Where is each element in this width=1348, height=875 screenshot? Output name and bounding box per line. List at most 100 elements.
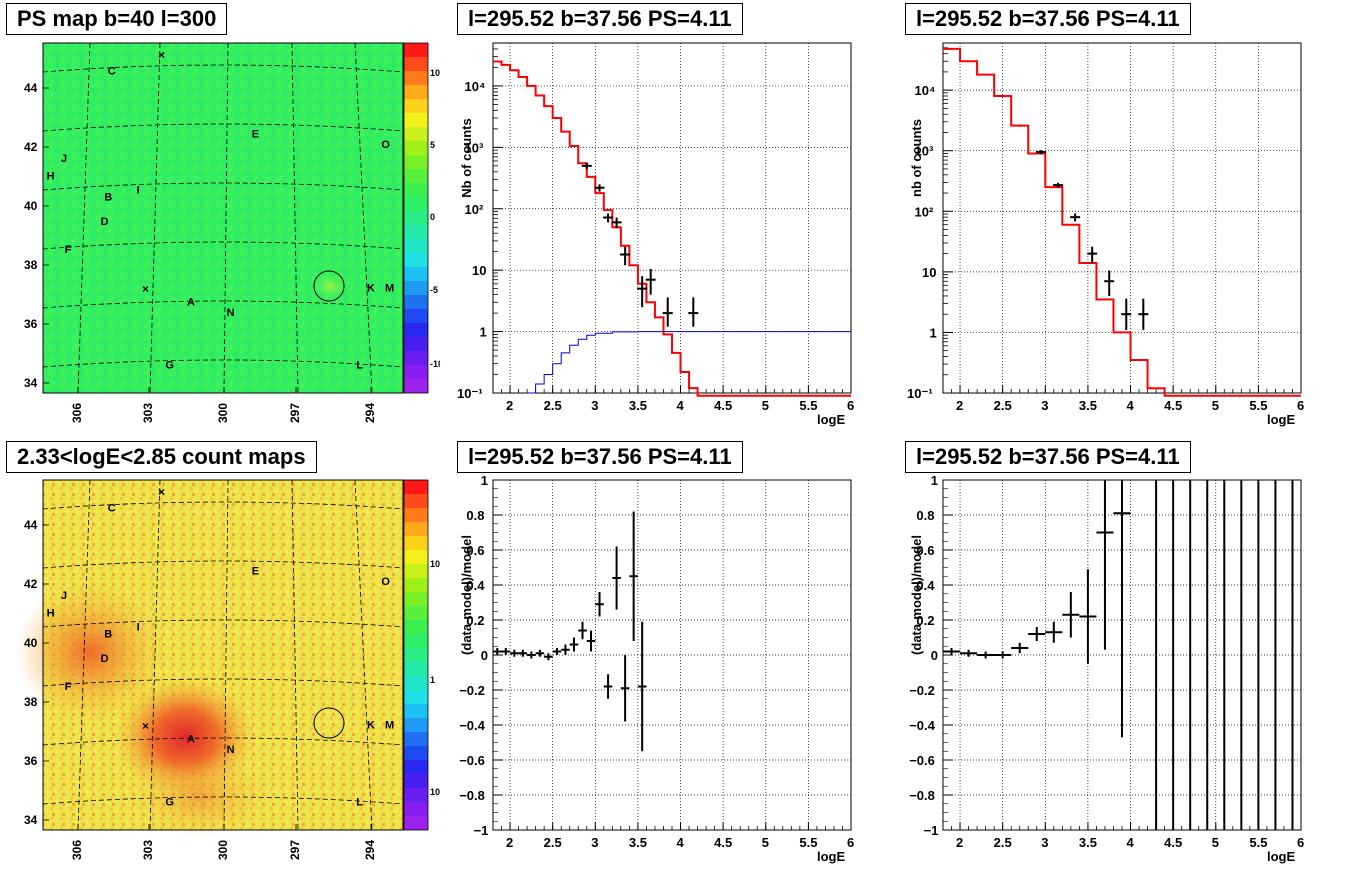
ps-map-title: PS map b=40 l=300	[6, 3, 228, 35]
source-label-k: K	[367, 283, 375, 295]
y-tick-label: −1	[474, 823, 489, 838]
residual-point	[527, 651, 536, 659]
y-tick-label: 0.8	[916, 508, 934, 523]
lat-tick-label: 40	[24, 636, 38, 650]
lat-tick-label: 38	[24, 695, 38, 709]
x-tick-label: 4	[1127, 398, 1135, 413]
y-tick-label: 0.8	[466, 508, 484, 523]
spectrum-top-right-title: l=295.52 b=37.56 PS=4.11	[905, 3, 1191, 35]
x-tick-label: 2.5	[994, 398, 1012, 413]
data-point	[1053, 182, 1064, 188]
lon-tick-label: 297	[288, 403, 302, 423]
source-label-l: L	[356, 797, 363, 809]
y-tick-label: 0.4	[466, 578, 485, 593]
residual-point	[518, 649, 528, 657]
data-point	[1104, 270, 1115, 296]
x-axis-label: logE	[1267, 412, 1295, 427]
ps-map-colorbar-ticks: 10 5 0 -5 -10	[430, 68, 440, 369]
data-point	[611, 217, 622, 229]
x-tick-label: 5.5	[799, 835, 817, 850]
residual-point	[629, 511, 638, 641]
lon-tick-label: 294	[363, 840, 377, 860]
x-tick-label: 2.5	[994, 835, 1012, 850]
residual-point	[586, 630, 596, 652]
x-tick-label: 5.5	[1249, 398, 1267, 413]
x-tick-label: 5.5	[1249, 835, 1267, 850]
data-point	[1138, 298, 1149, 330]
source-label-a: A	[187, 297, 195, 309]
source-label-m: M	[385, 720, 394, 732]
ps-map-selection-circle[interactable]	[313, 270, 345, 302]
y-tick-label: 10²	[915, 204, 934, 219]
residual-point	[1011, 642, 1029, 654]
cross-marker: ×	[142, 282, 149, 296]
y-tick-label: 10⁴	[915, 83, 936, 98]
x-tick-label: 4.5	[714, 835, 732, 850]
colorbar-tick-label: -5	[430, 285, 438, 295]
residual-bottom-mid-panel: 2 2.5 3 3.5 4 4.5 5 5.5 6 logE 1 0.8 0.6 0.4 0.2 0 −0.2 −…	[450, 437, 890, 872]
lon-tick-label: 297	[288, 840, 302, 860]
residual-point	[994, 651, 1012, 659]
data-point	[1121, 298, 1132, 330]
ps-map-lon-axis: 306 303 300 297 294	[70, 387, 377, 423]
x-tick-label: 6	[1297, 835, 1304, 850]
residual-point	[510, 649, 519, 657]
colorbar-tick-label: 1	[430, 675, 435, 685]
residual-point	[561, 644, 570, 655]
x-tick-label: 3	[591, 835, 598, 850]
y-tick-label: −0.6	[909, 753, 935, 768]
model-step-line	[943, 47, 1301, 397]
residual-point	[603, 674, 613, 699]
source-label-o: O	[381, 139, 390, 151]
source-label-k: K	[367, 720, 375, 732]
x-tick-label: 2	[956, 835, 963, 850]
source-label-h: H	[47, 171, 55, 183]
residual-point	[1045, 621, 1063, 643]
y-tick-label: −1	[924, 823, 939, 838]
lat-tick-label: 42	[24, 577, 38, 591]
y-tick-label: 10⁻¹	[907, 386, 933, 401]
x-tick-label: 4	[1127, 835, 1135, 850]
data-point	[581, 162, 592, 170]
count-map-colorbar	[403, 479, 429, 831]
x-axis-label: logE	[817, 849, 845, 864]
residual-point	[1028, 627, 1046, 641]
data-point	[662, 297, 673, 327]
data-point	[645, 268, 656, 295]
spectrum-top-mid-title: l=295.52 b=37.56 PS=4.11	[457, 3, 743, 35]
count-map-selection-circle[interactable]	[313, 707, 345, 739]
source-label-e: E	[252, 566, 259, 578]
source-label-c: C	[108, 66, 116, 78]
grid	[493, 479, 852, 831]
residual-point	[620, 655, 630, 722]
colorbar-tick-label: 10	[430, 559, 440, 569]
y-tick-label: −0.2	[909, 683, 935, 698]
y-tick-label: 0.4	[916, 578, 935, 593]
source-label-o: O	[381, 576, 390, 588]
y-tick-label: 10³	[465, 140, 484, 155]
y-tick-label: −0.8	[909, 788, 935, 803]
lat-tick-label: 40	[24, 199, 38, 213]
x-tick-label: 4.5	[1164, 398, 1182, 413]
grid	[493, 43, 852, 394]
data-point	[620, 246, 631, 266]
grid	[943, 43, 1302, 394]
source-label-j: J	[61, 153, 67, 165]
source-label-n: N	[227, 307, 235, 319]
x-tick-label: 4.5	[714, 398, 732, 413]
source-label-a: A	[187, 734, 195, 746]
y-tick-label: −0.4	[459, 718, 485, 733]
x-tick-label: 4.5	[1164, 835, 1182, 850]
lat-tick-label: 44	[24, 518, 38, 532]
residual-point	[493, 648, 502, 655]
source-label-g: G	[165, 797, 174, 809]
ps-map-source-labels: C E O JH I BD F K M A N G L	[47, 66, 395, 372]
count-map-lon-axis: 306 303 300 297 294	[70, 824, 377, 860]
